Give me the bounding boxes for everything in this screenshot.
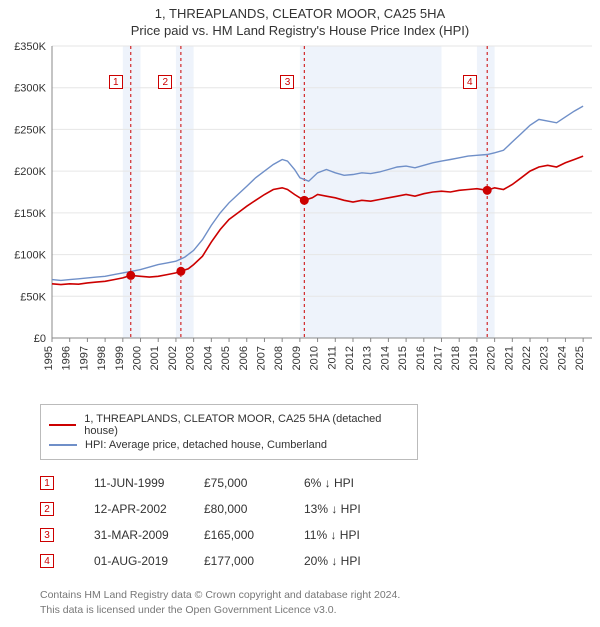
legend-item: HPI: Average price, detached house, Cumb… <box>49 439 409 451</box>
sale-delta: 6% ↓ HPI <box>304 476 424 490</box>
svg-text:£0: £0 <box>34 333 46 345</box>
chart-area: £0 £50K £100K £150K £200K £250K £300K £350K 1995… <box>0 38 600 398</box>
svg-text:2006: 2006 <box>238 346 250 370</box>
sale-row: 3 31-MAR-2009£165,00011% ↓ HPI <box>40 522 600 548</box>
line-chart: £0 £50K £100K £150K £200K £250K £300K £350K 1995… <box>0 38 600 398</box>
chart-title-subtitle: Price paid vs. HM Land Registry's House … <box>0 23 600 38</box>
svg-text:2010: 2010 <box>309 346 321 370</box>
svg-text:2007: 2007 <box>255 346 267 370</box>
figure-container: 1, THREAPLANDS, CLEATOR MOOR, CA25 5HA P… <box>0 0 600 627</box>
svg-text:£50K: £50K <box>20 291 46 303</box>
svg-text:2015: 2015 <box>397 346 409 370</box>
svg-text:2002: 2002 <box>167 346 179 370</box>
svg-text:2024: 2024 <box>556 346 568 370</box>
sales-table: 111-JUN-1999£75,0006% ↓ HPI212-APR-2002£… <box>40 470 600 574</box>
svg-text:2023: 2023 <box>539 346 551 370</box>
svg-text:2013: 2013 <box>362 346 374 370</box>
sale-marker: 1 <box>40 476 54 490</box>
svg-text:2022: 2022 <box>521 346 533 370</box>
svg-text:1998: 1998 <box>96 346 108 370</box>
svg-text:2018: 2018 <box>450 346 462 370</box>
svg-text:£250K: £250K <box>14 124 46 136</box>
svg-text:2017: 2017 <box>433 346 445 370</box>
svg-text:£300K: £300K <box>14 83 46 95</box>
footer-line-1: Contains HM Land Registry data © Crown c… <box>40 588 600 603</box>
svg-text:£100K: £100K <box>14 250 46 262</box>
svg-text:2001: 2001 <box>149 346 161 370</box>
sale-row: 1 11-JUN-1999£75,0006% ↓ HPI <box>40 470 600 496</box>
svg-text:2016: 2016 <box>415 346 427 370</box>
sale-row: 4 01-AUG-2019£177,00020% ↓ HPI <box>40 548 600 574</box>
svg-text:2025: 2025 <box>574 346 586 370</box>
sale-row: 2 12-APR-2002£80,00013% ↓ HPI <box>40 496 600 522</box>
svg-text:1996: 1996 <box>61 346 73 370</box>
legend-item: 1, THREAPLANDS, CLEATOR MOOR, CA25 5HA (… <box>49 413 409 437</box>
svg-text:1999: 1999 <box>114 346 126 370</box>
sale-delta: 20% ↓ HPI <box>304 554 424 568</box>
sale-delta: 13% ↓ HPI <box>304 502 424 516</box>
svg-text:2000: 2000 <box>132 346 144 370</box>
sale-marker: 4 <box>40 554 54 568</box>
svg-text:2008: 2008 <box>273 346 285 370</box>
chart-legend: 1, THREAPLANDS, CLEATOR MOOR, CA25 5HA (… <box>40 404 418 460</box>
chart-titles: 1, THREAPLANDS, CLEATOR MOOR, CA25 5HA P… <box>0 0 600 38</box>
chart-marker-3: 3 <box>280 75 294 89</box>
sale-date: 01-AUG-2019 <box>94 554 204 568</box>
chart-marker-2: 2 <box>158 75 172 89</box>
svg-text:2011: 2011 <box>326 346 338 370</box>
svg-text:2004: 2004 <box>202 346 214 370</box>
chart-marker-1: 1 <box>109 75 123 89</box>
legend-swatch <box>49 444 77 446</box>
legend-label: HPI: Average price, detached house, Cumb… <box>85 439 327 451</box>
svg-text:2021: 2021 <box>503 346 515 370</box>
svg-text:2009: 2009 <box>291 346 303 370</box>
sale-date: 11-JUN-1999 <box>94 476 204 490</box>
svg-text:2019: 2019 <box>468 346 480 370</box>
legend-label: 1, THREAPLANDS, CLEATOR MOOR, CA25 5HA (… <box>84 413 409 437</box>
svg-text:2005: 2005 <box>220 346 232 370</box>
footer-line-2: This data is licensed under the Open Gov… <box>40 603 600 618</box>
attribution-footer: Contains HM Land Registry data © Crown c… <box>40 588 600 627</box>
chart-marker-4: 4 <box>463 75 477 89</box>
svg-text:2020: 2020 <box>486 346 498 370</box>
svg-text:2012: 2012 <box>344 346 356 370</box>
svg-text:£150K: £150K <box>14 208 46 220</box>
svg-text:2014: 2014 <box>379 346 391 370</box>
svg-text:£350K: £350K <box>14 41 46 53</box>
sale-price: £165,000 <box>204 528 304 542</box>
sale-marker: 3 <box>40 528 54 542</box>
sale-date: 12-APR-2002 <box>94 502 204 516</box>
sale-price: £80,000 <box>204 502 304 516</box>
svg-text:1997: 1997 <box>78 346 90 370</box>
svg-text:1995: 1995 <box>43 346 55 370</box>
sale-marker: 2 <box>40 502 54 516</box>
legend-swatch <box>49 424 76 426</box>
sale-delta: 11% ↓ HPI <box>304 528 424 542</box>
sale-date: 31-MAR-2009 <box>94 528 204 542</box>
svg-text:2003: 2003 <box>185 346 197 370</box>
sale-price: £177,000 <box>204 554 304 568</box>
sale-price: £75,000 <box>204 476 304 490</box>
chart-title-address: 1, THREAPLANDS, CLEATOR MOOR, CA25 5HA <box>0 6 600 21</box>
svg-text:£200K: £200K <box>14 166 46 178</box>
